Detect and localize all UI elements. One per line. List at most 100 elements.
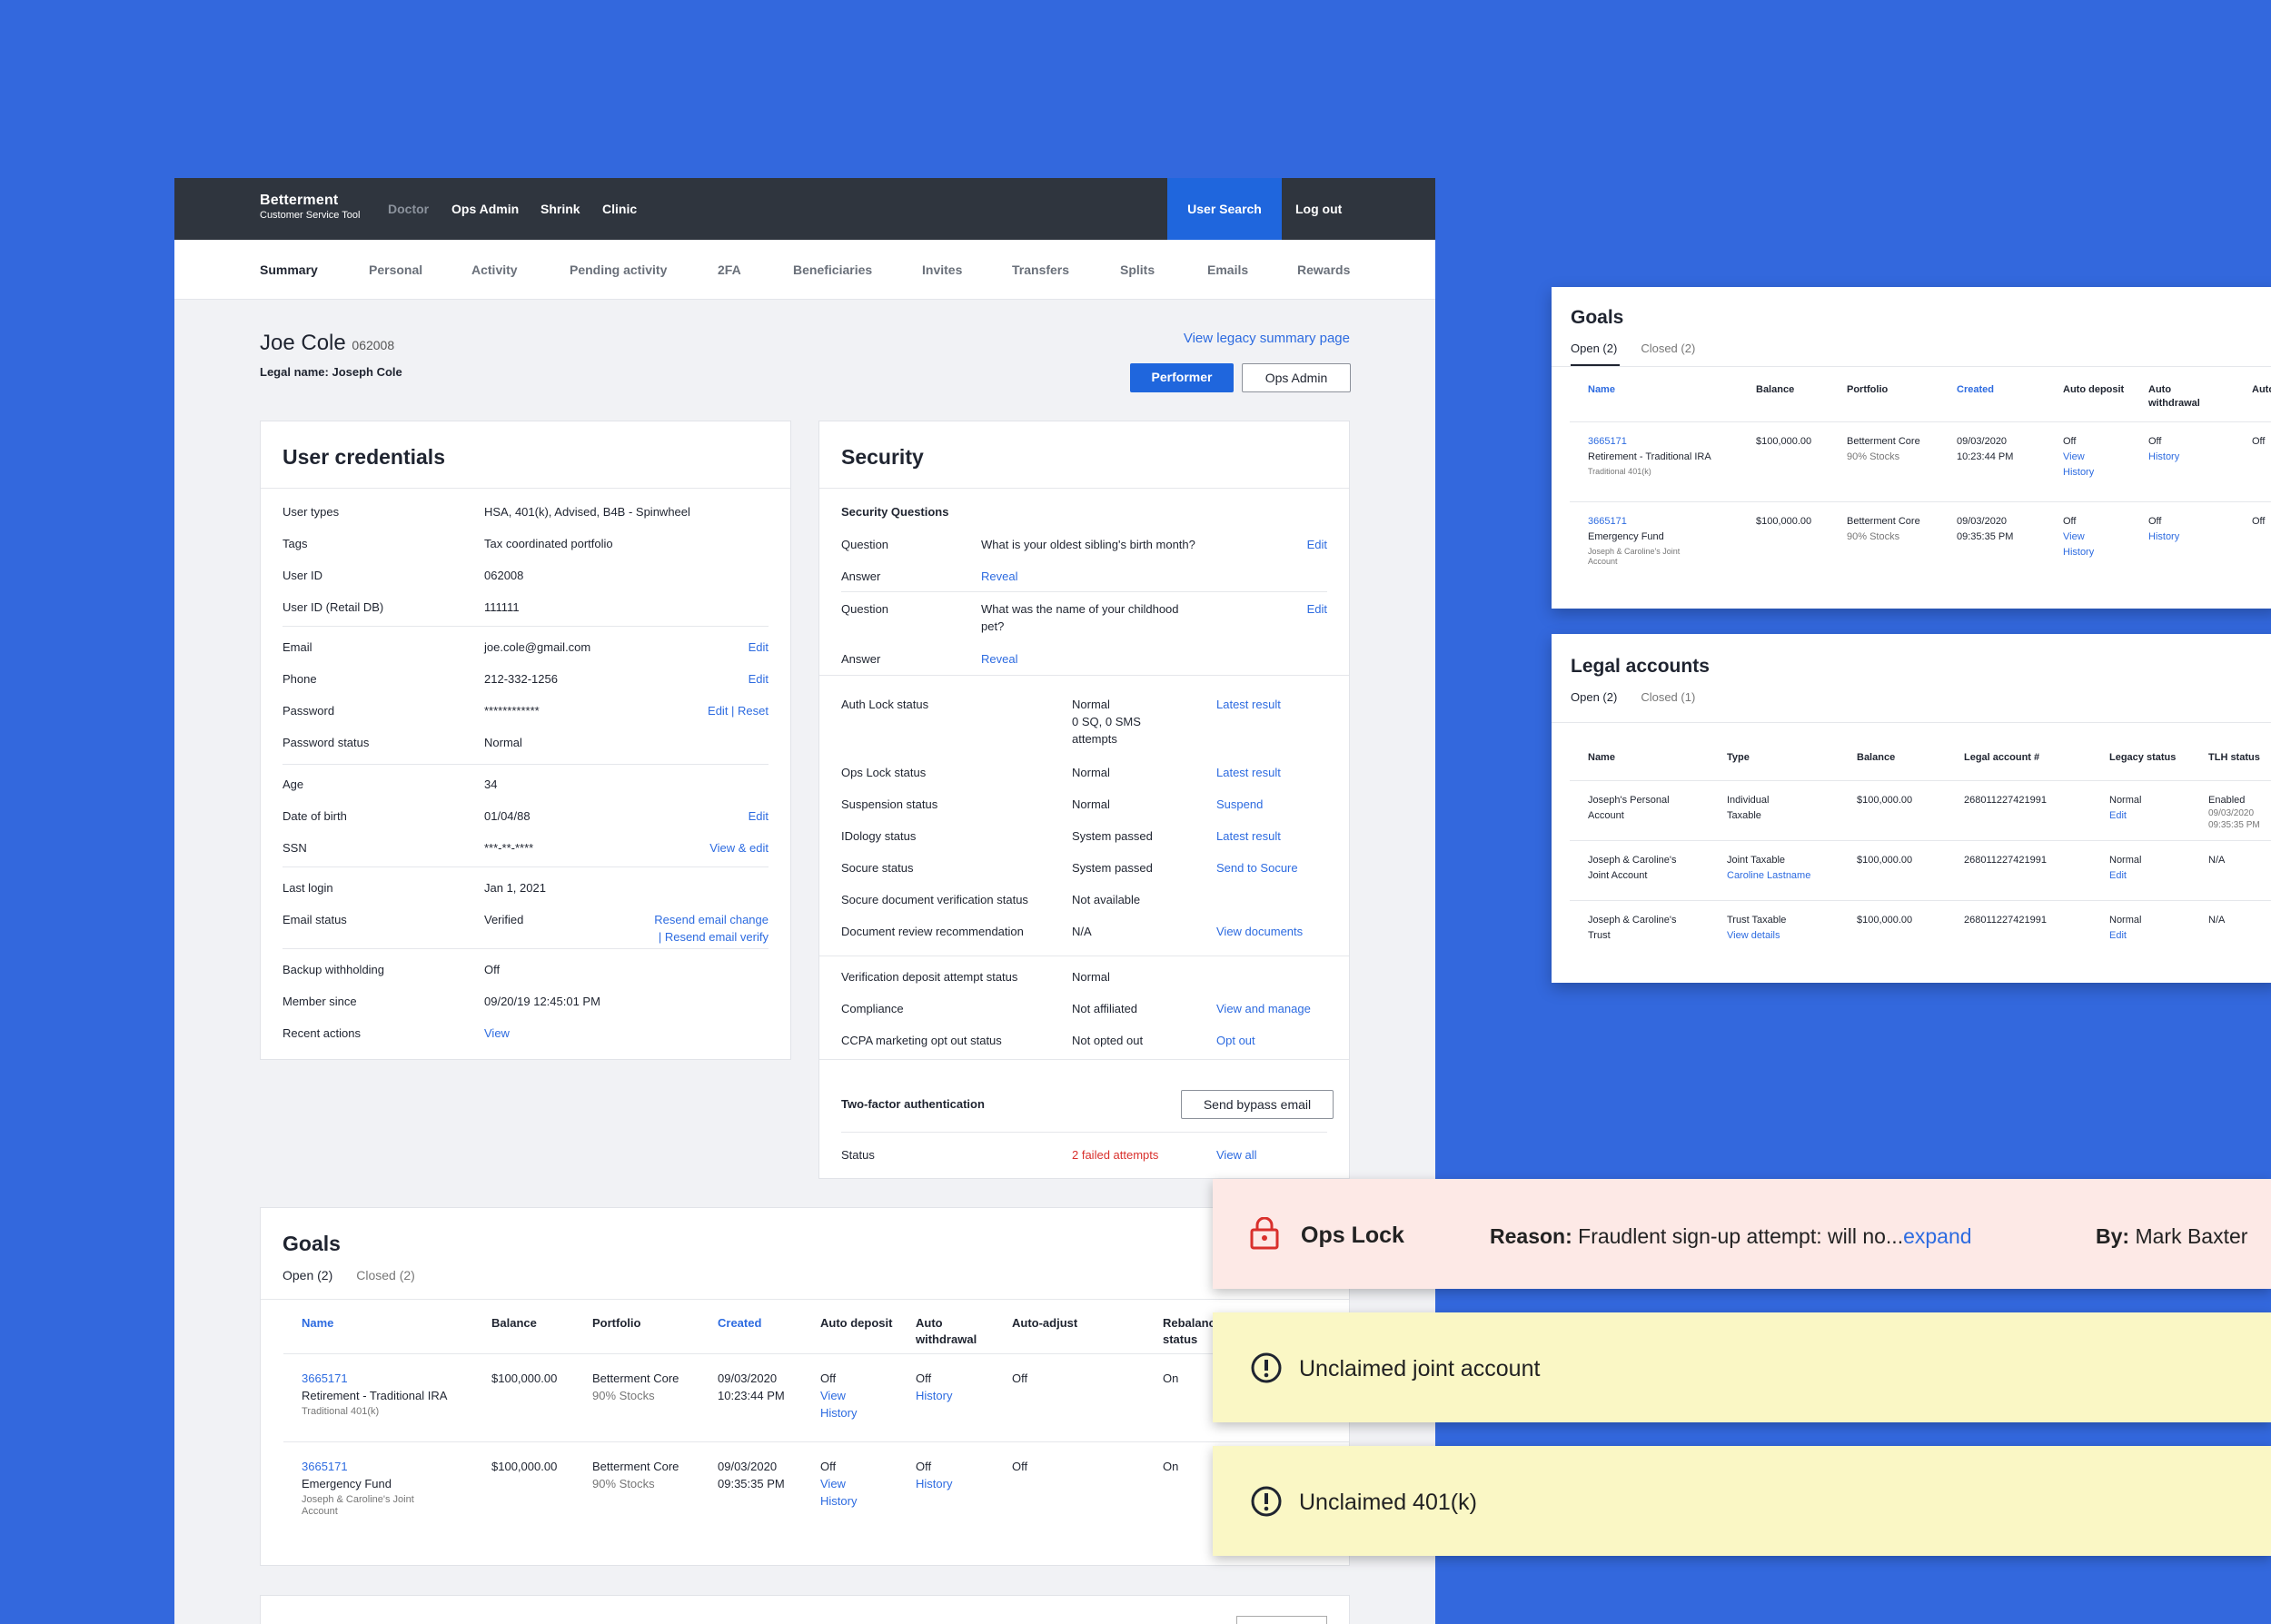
goal-portfolio: Betterment Core <box>592 1460 679 1473</box>
goal-id-link[interactable]: 3665171 <box>302 1460 348 1473</box>
tlh-status: N/A <box>2208 915 2226 926</box>
tab-open-goals[interactable]: Open (2) <box>283 1268 333 1282</box>
goals-column-header[interactable]: Created <box>718 1316 762 1330</box>
reason-text: Fraudlent sign-up attempt: will no... <box>1578 1224 1904 1248</box>
credential-action-link[interactable]: View & edit <box>709 841 769 855</box>
brand-logo[interactable]: Betterment Customer Service Tool <box>260 193 360 221</box>
user-search-button[interactable]: User Search <box>1167 178 1282 240</box>
credential-action-link[interactable]: | Resend email verify <box>658 930 769 944</box>
tab-personal[interactable]: Personal <box>369 262 423 277</box>
divider <box>283 626 769 627</box>
goals-column-header[interactable]: Name <box>302 1316 334 1330</box>
tab-splits[interactable]: Splits <box>1120 262 1155 277</box>
auto-deposit-history-link[interactable]: History <box>820 1406 858 1420</box>
auto-deposit-history-link[interactable]: History <box>2063 467 2095 478</box>
edit-question-link[interactable]: Edit <box>1306 602 1327 616</box>
account-type: Individual <box>1727 795 1770 806</box>
auto-deposit-history-link[interactable]: History <box>2063 547 2095 558</box>
nav-clinic[interactable]: Clinic <box>602 202 638 216</box>
goals-column-header: Rebalance status <box>1163 1316 1223 1347</box>
view-all-link[interactable]: View all <box>1216 1148 1257 1162</box>
tab-transfers[interactable]: Transfers <box>1012 262 1070 277</box>
tab-emails[interactable]: Emails <box>1207 262 1249 277</box>
nav-ops-admin[interactable]: Ops Admin <box>451 202 520 216</box>
account-name: Joseph & Caroline's <box>1588 855 1677 866</box>
auto-deposit-view-link[interactable]: View <box>820 1477 846 1490</box>
account-balance: $100,000.00 <box>1857 795 1913 806</box>
credential-action-link[interactable]: Resend email change <box>654 913 769 926</box>
legal-column-header: Balance <box>1857 752 1896 763</box>
expand-link[interactable]: expand <box>1903 1224 1972 1248</box>
security-action-link[interactable]: View and manage <box>1216 1002 1311 1015</box>
auto-deposit-view-link[interactable]: View <box>820 1389 846 1402</box>
auto-deposit-view-link[interactable]: View <box>2063 531 2085 542</box>
credential-action-link[interactable]: Edit | Reset <box>708 704 769 718</box>
tab-open-legal[interactable]: Open (2) <box>1571 690 1618 704</box>
security-action-link[interactable]: Send to Socure <box>1216 861 1298 875</box>
credential-action-link[interactable]: Edit <box>748 640 769 654</box>
nav-shrink[interactable]: Shrink <box>540 202 580 216</box>
card-button-outline[interactable] <box>1236 1616 1327 1624</box>
security-status-label: Document review recommendation <box>841 925 1024 938</box>
reveal-answer-link[interactable]: Reveal <box>981 569 1018 583</box>
credential-label: Password <box>283 704 335 718</box>
status-label: Status <box>841 1148 875 1162</box>
credential-action-link[interactable]: Edit <box>748 672 769 686</box>
auto-withdrawal-history-link[interactable]: History <box>2148 531 2180 542</box>
security-action-link[interactable]: Latest result <box>1216 829 1281 843</box>
legal-accounts-panel: Legal accounts Open (2) Closed (1) Name Ty… <box>1552 634 2271 983</box>
log-out-button[interactable]: Log out <box>1295 202 1343 216</box>
tab-2fa[interactable]: 2FA <box>718 262 741 277</box>
nav-doctor[interactable]: Doctor <box>388 202 430 216</box>
tab-rewards[interactable]: Rewards <box>1297 262 1351 277</box>
legacy-summary-link[interactable]: View legacy summary page <box>1183 331 1350 346</box>
goals-column-header: Portfolio <box>592 1316 641 1330</box>
goal-id-link[interactable]: 3665171 <box>1588 436 1627 447</box>
security-action-link[interactable]: Latest result <box>1216 766 1281 779</box>
tab-closed-goals[interactable]: Closed (2) <box>1641 342 1696 355</box>
auto-withdrawal-history-link[interactable]: History <box>916 1477 953 1490</box>
tab-open-goals[interactable]: Open (2) <box>1571 342 1618 355</box>
goals-column-header[interactable]: Created <box>1957 384 1994 395</box>
security-status-label: Socure document verification status <box>841 893 1028 906</box>
tab-pending-activity[interactable]: Pending activity <box>570 262 668 277</box>
reveal-answer-link[interactable]: Reveal <box>981 652 1018 666</box>
tab-beneficiaries[interactable]: Beneficiaries <box>793 262 873 277</box>
credential-action-link[interactable]: Edit <box>748 809 769 823</box>
legal-column-header: Name <box>1588 752 1615 763</box>
goal-id-link[interactable]: 3665171 <box>1588 516 1627 527</box>
tab-closed-legal[interactable]: Closed (1) <box>1641 690 1696 704</box>
security-action-link[interactable]: Latest result <box>1216 698 1281 711</box>
tab-summary[interactable]: Summary <box>260 262 318 277</box>
auto-deposit-view-link[interactable]: View <box>2063 451 2085 462</box>
security-action-link[interactable]: Opt out <box>1216 1034 1255 1047</box>
auto-withdrawal-history-link[interactable]: History <box>916 1389 953 1402</box>
performer-button[interactable]: Performer <box>1130 363 1234 392</box>
security-card: Security Security Questions Question Wha… <box>818 421 1350 1179</box>
legacy-status-edit-link[interactable]: Edit <box>2109 870 2127 881</box>
goal-id-link[interactable]: 3665171 <box>302 1371 348 1385</box>
credential-label: Date of birth <box>283 809 347 823</box>
tab-activity[interactable]: Activity <box>471 262 518 277</box>
security-action-link[interactable]: Suspend <box>1216 797 1264 811</box>
user-credentials-card: User credentials User types HSA, 401(k), … <box>260 421 791 1060</box>
edit-question-link[interactable]: Edit <box>1306 538 1327 551</box>
auto-withdrawal-history-link[interactable]: History <box>2148 451 2180 462</box>
ops-lock-reason: Reason: Fraudlent sign-up attempt: will … <box>1490 1224 1972 1249</box>
auto-deposit-history-link[interactable]: History <box>820 1494 858 1508</box>
send-bypass-email-button[interactable]: Send bypass email <box>1181 1090 1334 1119</box>
credential-value[interactable]: View <box>484 1026 510 1040</box>
tab-invites[interactable]: Invites <box>922 262 963 277</box>
account-type-link[interactable]: Caroline Lastname <box>1727 870 1811 881</box>
goals-column-header: Auto-adjust <box>1012 1316 1078 1330</box>
tab-closed-goals[interactable]: Closed (2) <box>356 1268 415 1282</box>
legacy-status: Normal <box>2109 795 2142 806</box>
legal-column-header: Legal account # <box>1964 752 2040 763</box>
goals-column-header[interactable]: Name <box>1588 384 1615 395</box>
answer-label: Answer <box>841 652 881 666</box>
legacy-status-edit-link[interactable]: Edit <box>2109 930 2127 941</box>
account-type-link[interactable]: View details <box>1727 930 1780 941</box>
security-action-link[interactable]: View documents <box>1216 925 1304 938</box>
legacy-status-edit-link[interactable]: Edit <box>2109 810 2127 821</box>
ops-admin-button[interactable]: Ops Admin <box>1242 363 1351 392</box>
